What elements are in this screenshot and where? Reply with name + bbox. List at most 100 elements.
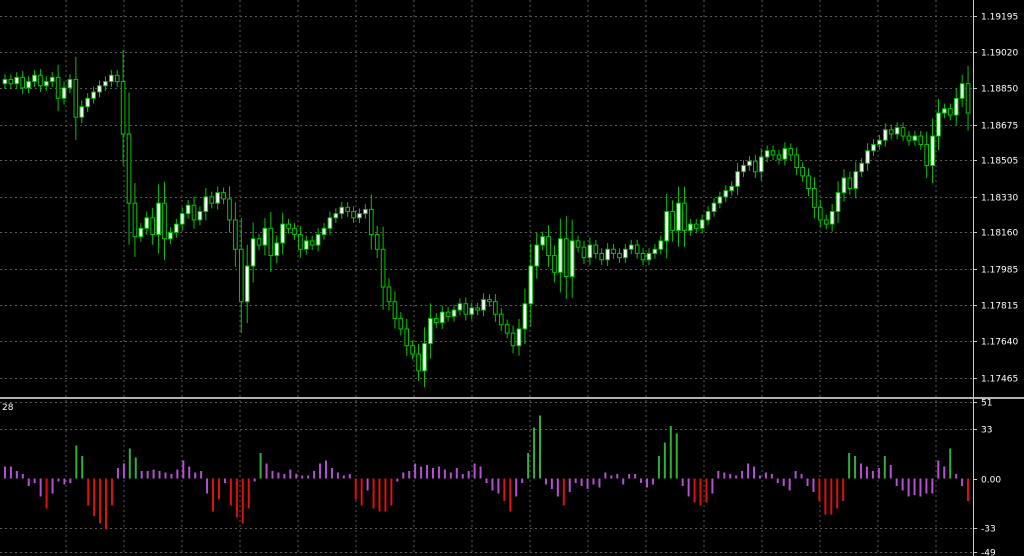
oscillator-bar bbox=[15, 471, 18, 479]
candle bbox=[782, 142, 788, 166]
candle-body bbox=[2, 78, 8, 85]
candle bbox=[428, 303, 433, 359]
candle bbox=[847, 171, 853, 195]
oscillator-bar bbox=[443, 469, 446, 479]
candle bbox=[345, 202, 350, 217]
candle-body bbox=[871, 143, 876, 152]
oscillator-bar bbox=[277, 472, 280, 479]
candle bbox=[103, 76, 108, 91]
oscillator-bar bbox=[669, 426, 672, 479]
candle bbox=[138, 223, 144, 242]
candle bbox=[185, 200, 191, 219]
candle bbox=[43, 76, 49, 91]
candle bbox=[327, 211, 333, 235]
oscillator-bar bbox=[93, 478, 96, 516]
candle-body bbox=[398, 317, 404, 330]
oscillator-bar bbox=[723, 472, 726, 479]
candle bbox=[309, 235, 315, 251]
oscillator-bar bbox=[515, 478, 518, 497]
oscillator-bar bbox=[687, 478, 690, 497]
oscillator-bar bbox=[770, 474, 773, 479]
candle bbox=[108, 70, 114, 87]
candle-body bbox=[345, 206, 350, 213]
candle-body bbox=[386, 286, 392, 303]
candle-body bbox=[203, 196, 209, 213]
candle-body bbox=[646, 252, 652, 261]
oscillator-bar bbox=[717, 471, 720, 479]
candle-body bbox=[374, 234, 380, 250]
candle bbox=[126, 92, 132, 245]
candle bbox=[930, 118, 935, 184]
candle bbox=[693, 218, 699, 234]
oscillator-bar bbox=[420, 466, 423, 479]
candle-body bbox=[250, 238, 256, 267]
price-tick-label: 1.18675 bbox=[981, 122, 1018, 132]
candle bbox=[292, 223, 297, 240]
oscillator-bar bbox=[860, 463, 863, 479]
candle bbox=[150, 207, 155, 245]
candle-body bbox=[599, 252, 605, 261]
oscillator-bar bbox=[705, 478, 708, 503]
candle-body bbox=[404, 328, 410, 347]
candle-body bbox=[132, 202, 138, 238]
candle bbox=[262, 218, 268, 256]
oscillator-bar bbox=[812, 478, 815, 492]
price-tick-label: 1.17815 bbox=[981, 302, 1018, 312]
candle bbox=[357, 208, 362, 224]
candle-body bbox=[782, 148, 788, 160]
candle bbox=[924, 131, 930, 178]
oscillator-corner-label: 28 bbox=[2, 403, 14, 413]
candle bbox=[841, 169, 847, 202]
candle bbox=[558, 218, 563, 293]
oscillator-bar bbox=[57, 478, 60, 482]
candle-body bbox=[97, 85, 102, 93]
candle bbox=[73, 56, 79, 140]
candle bbox=[936, 99, 941, 150]
oscillator-bar bbox=[782, 478, 785, 486]
oscillator-bar bbox=[580, 478, 583, 486]
candle bbox=[55, 64, 61, 111]
candle-body bbox=[103, 81, 108, 87]
candle-body bbox=[481, 299, 486, 311]
oscillator-bar bbox=[818, 478, 821, 501]
candle bbox=[280, 212, 285, 255]
candle-body bbox=[428, 317, 433, 345]
candle bbox=[197, 206, 203, 226]
oscillator-bar bbox=[889, 465, 892, 479]
oscillator-bar bbox=[925, 478, 928, 494]
candle-body bbox=[108, 74, 114, 83]
candle-body bbox=[965, 83, 971, 114]
oscillator-bar bbox=[431, 468, 434, 479]
candle bbox=[26, 76, 31, 94]
candle-body bbox=[380, 248, 386, 288]
candle bbox=[333, 208, 339, 224]
candle-body bbox=[593, 244, 599, 254]
price-candles[interactable] bbox=[2, 50, 971, 388]
candle bbox=[49, 72, 55, 87]
candle bbox=[593, 239, 599, 259]
osc-tick-label: -49 bbox=[981, 549, 996, 556]
oscillator-bar bbox=[640, 478, 643, 483]
oscillator-bar bbox=[913, 478, 916, 495]
oscillator-bar bbox=[562, 478, 565, 506]
candle bbox=[386, 278, 392, 311]
candle-body bbox=[812, 187, 817, 208]
candle-body bbox=[91, 91, 96, 99]
oscillator-bar bbox=[788, 478, 791, 491]
oscillator-bar bbox=[961, 478, 964, 486]
candle bbox=[711, 197, 717, 217]
oscillator-bar bbox=[33, 478, 36, 483]
candle bbox=[764, 145, 770, 163]
candle bbox=[463, 297, 469, 321]
candle bbox=[20, 71, 26, 95]
candle-body bbox=[522, 303, 528, 330]
candle-body bbox=[150, 217, 155, 236]
candle-body bbox=[806, 175, 811, 189]
candle-body bbox=[439, 311, 445, 324]
candle-body bbox=[221, 192, 226, 200]
candle-body bbox=[43, 81, 49, 87]
candle bbox=[238, 217, 244, 334]
